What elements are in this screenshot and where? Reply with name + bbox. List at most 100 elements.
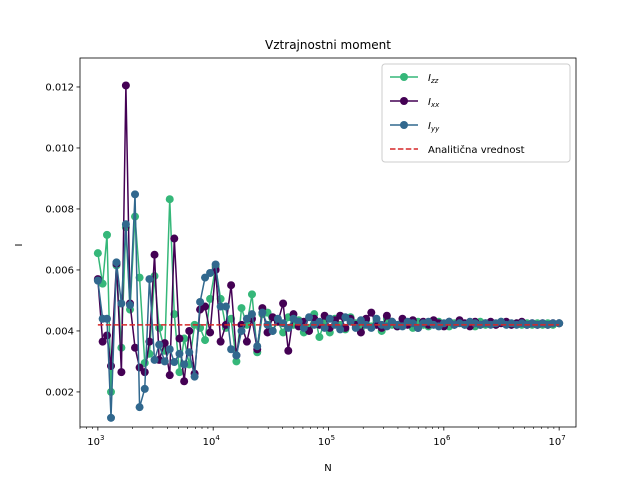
legend-entry: Ixx <box>390 97 440 109</box>
x-tick-label: 103 <box>87 434 104 448</box>
y-tick-label: 0.002 <box>45 388 74 399</box>
data-point <box>372 314 381 323</box>
x-tick-label: 104 <box>203 434 221 448</box>
data-point <box>107 413 115 422</box>
data-point <box>247 290 256 299</box>
data-point <box>305 313 314 322</box>
data-point <box>170 358 179 367</box>
data-point <box>165 345 174 354</box>
data-point <box>121 81 130 90</box>
data-point <box>242 314 251 323</box>
data-point <box>102 314 111 323</box>
data-point <box>232 357 241 366</box>
data-point <box>320 323 329 332</box>
y-tick-label: 0.008 <box>45 205 74 216</box>
data-point <box>284 323 293 332</box>
data-point <box>273 314 282 323</box>
data-point <box>216 337 225 346</box>
data-point <box>150 250 159 259</box>
data-point <box>135 403 144 412</box>
data-point <box>121 220 130 229</box>
legend-entry: Iyy <box>390 121 440 133</box>
chart-title: Vztrajnostni moment <box>265 38 391 52</box>
data-point <box>165 195 174 204</box>
data-point <box>315 333 324 342</box>
data-point <box>206 328 215 337</box>
legend-entry: Izz <box>390 73 439 85</box>
y-tick-label: 0.004 <box>45 327 74 338</box>
data-point <box>93 249 102 258</box>
plot-area <box>93 81 564 422</box>
data-point <box>341 313 350 322</box>
data-point <box>185 348 194 357</box>
data-point <box>382 311 391 320</box>
x-tick-label: 105 <box>318 434 335 448</box>
data-point <box>155 340 164 349</box>
data-point <box>299 323 308 332</box>
data-point <box>356 328 365 337</box>
data-point <box>216 294 225 303</box>
data-point <box>325 314 334 323</box>
data-point <box>211 260 220 269</box>
data-point <box>196 297 205 306</box>
data-point <box>315 317 324 326</box>
legend: Izz Ixx Iyy Analitična vrednost <box>381 63 571 163</box>
data-point <box>367 323 376 332</box>
data-point <box>180 360 189 369</box>
data-point <box>346 317 355 326</box>
data-point <box>150 355 159 364</box>
data-point <box>242 337 251 346</box>
x-axis-label: N <box>324 463 331 474</box>
data-point <box>294 317 303 326</box>
x-tick-label: 106 <box>433 434 451 448</box>
data-point <box>135 363 144 372</box>
data-point <box>145 275 154 284</box>
legend-entry: Analitična vrednost <box>390 144 525 156</box>
y-axis-label: I <box>14 244 25 247</box>
legend-swatch-marker <box>400 97 408 105</box>
y-tick-label: 0.012 <box>45 83 74 94</box>
data-point <box>268 326 277 335</box>
data-point <box>279 299 288 308</box>
data-point <box>107 387 115 396</box>
data-point <box>112 258 121 267</box>
data-point <box>175 349 184 358</box>
legend-label: Iyy <box>428 121 440 133</box>
data-point <box>336 325 345 334</box>
data-point <box>258 308 267 317</box>
data-point <box>247 310 256 319</box>
axes-frame <box>79 57 577 428</box>
data-point <box>126 301 135 310</box>
legend-box <box>381 63 571 163</box>
data-point <box>170 234 179 243</box>
data-point <box>351 323 360 332</box>
data-point <box>414 323 423 332</box>
data-point <box>221 302 230 311</box>
data-point <box>98 337 107 346</box>
data-point <box>131 190 140 199</box>
x-tick-label: 107 <box>549 434 566 448</box>
legend-label: Izz <box>428 73 439 85</box>
data-point <box>356 316 365 325</box>
legend-label: Ixx <box>428 97 440 109</box>
data-point <box>180 377 189 386</box>
data-point <box>253 342 262 351</box>
data-point <box>237 326 246 335</box>
data-point <box>190 372 199 381</box>
data-point <box>284 346 293 355</box>
data-point <box>367 308 376 317</box>
data-point <box>206 269 215 277</box>
data-point <box>160 357 169 366</box>
data-point <box>237 304 246 313</box>
legend-swatch-marker <box>400 121 408 129</box>
data-point <box>227 345 236 354</box>
data-point <box>206 294 215 303</box>
data-point <box>232 351 241 360</box>
axes: 103 104 105 106 107 0.002 0.004 0.006 0.008 0.010… <box>45 57 577 448</box>
data-point <box>555 319 564 328</box>
data-point <box>175 368 184 377</box>
legend-label: Analitična vrednost <box>428 144 525 156</box>
data-point <box>131 343 140 352</box>
